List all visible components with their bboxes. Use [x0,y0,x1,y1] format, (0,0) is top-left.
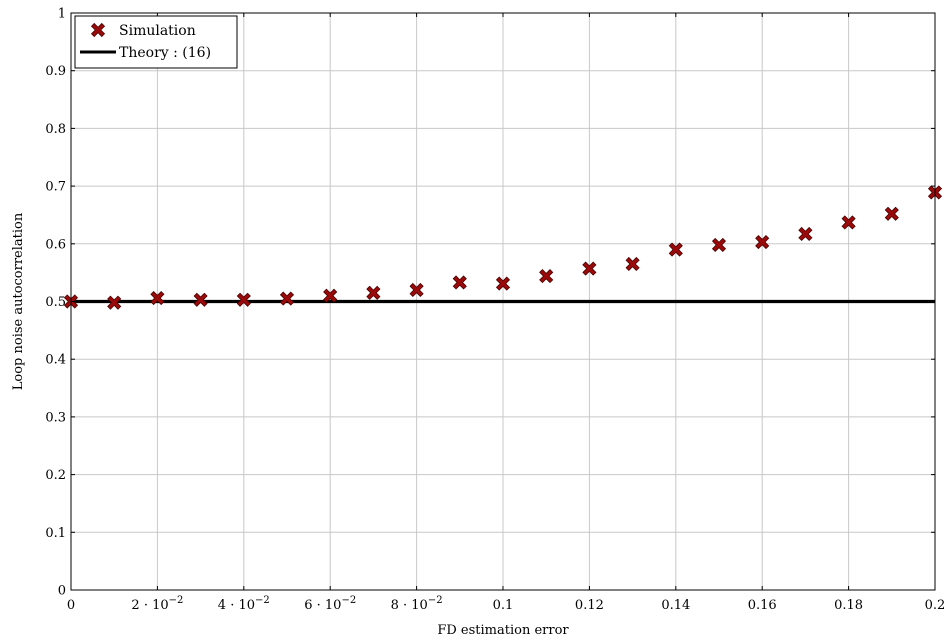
x-tick-label: 0.2 [925,598,946,613]
simulation-point [668,242,683,257]
y-tick-label: 0.3 [45,410,66,425]
simulation-point [150,290,165,306]
simulation-point [841,215,856,230]
x-tick-exponent: −2 [341,595,356,606]
x-tick-label: 0 [67,598,75,613]
simulation-point [884,206,899,221]
x-tick-label: 0.16 [748,598,777,613]
simulation-point [625,256,640,272]
y-tick-label: 0.7 [45,180,66,195]
y-tick-label: 0.8 [45,122,66,137]
x-tick-base: · 10 [399,598,428,613]
x-tick-label: 0.18 [834,598,863,613]
simulation-point [798,226,813,242]
simulation-point [279,291,295,306]
legend-simulation-marker [90,22,106,38]
y-tick-label: 0.4 [45,353,66,368]
legend-cross-icon [90,22,106,38]
simulation-point [107,295,122,310]
y-tick-label: 0.6 [45,237,66,252]
x-tick-exponent: −2 [428,595,443,606]
x-tick-base: · 10 [140,598,169,613]
simulation-point [452,275,467,290]
x-tick-base: · 10 [226,598,255,613]
simulation-point [193,292,208,307]
x-tick-label: 8 · 10−2 [391,595,443,613]
x-tick-mantissa: 6 [304,598,312,613]
y-tick-label: 0.2 [45,468,66,483]
x-tick-mantissa: 8 [391,598,399,613]
series-layer [63,185,943,310]
y-tick-label: 0 [58,584,66,599]
y-tick-label: 0.5 [45,295,66,310]
simulation-point [755,235,770,250]
simulation-point [711,237,727,253]
x-tick-label: 4 · 10−2 [218,595,270,613]
x-tick-mantissa: 2 [131,598,139,613]
y-axis-label: Loop noise autocorrelation [11,212,26,390]
y-tick-label: 1 [58,7,66,22]
simulation-point [366,285,381,300]
x-tick-mantissa: 4 [218,598,226,613]
x-tick-label: 0.14 [661,598,690,613]
simulation-point [409,282,424,298]
x-tick-base: · 10 [312,598,341,613]
simulation-point [323,288,338,303]
x-axis-label: FD estimation error [437,623,569,638]
simulation-point [582,261,597,276]
legend: Simulation Theory : (16) [74,15,238,69]
x-tick-label: 2 · 10−2 [131,595,183,613]
y-axis-ticks: 0 0.1 0.2 0.3 0.4 0.5 0.6 0.7 0.8 0.9 1 [45,7,935,599]
simulation-point [539,269,554,284]
x-tick-label: 0.1 [493,598,514,613]
x-tick-label: 6 · 10−2 [304,595,356,613]
simulation-point [236,292,251,307]
x-tick-label: 0.12 [575,598,604,613]
x-tick-exponent: −2 [255,595,270,606]
legend-simulation-label: Simulation [119,23,196,39]
x-tick-exponent: −2 [169,595,184,606]
simulation-point [495,276,511,291]
y-tick-label: 0.1 [45,526,66,541]
y-tick-label: 0.9 [45,64,66,79]
legend-theory-label: Theory : (16) [119,45,211,61]
